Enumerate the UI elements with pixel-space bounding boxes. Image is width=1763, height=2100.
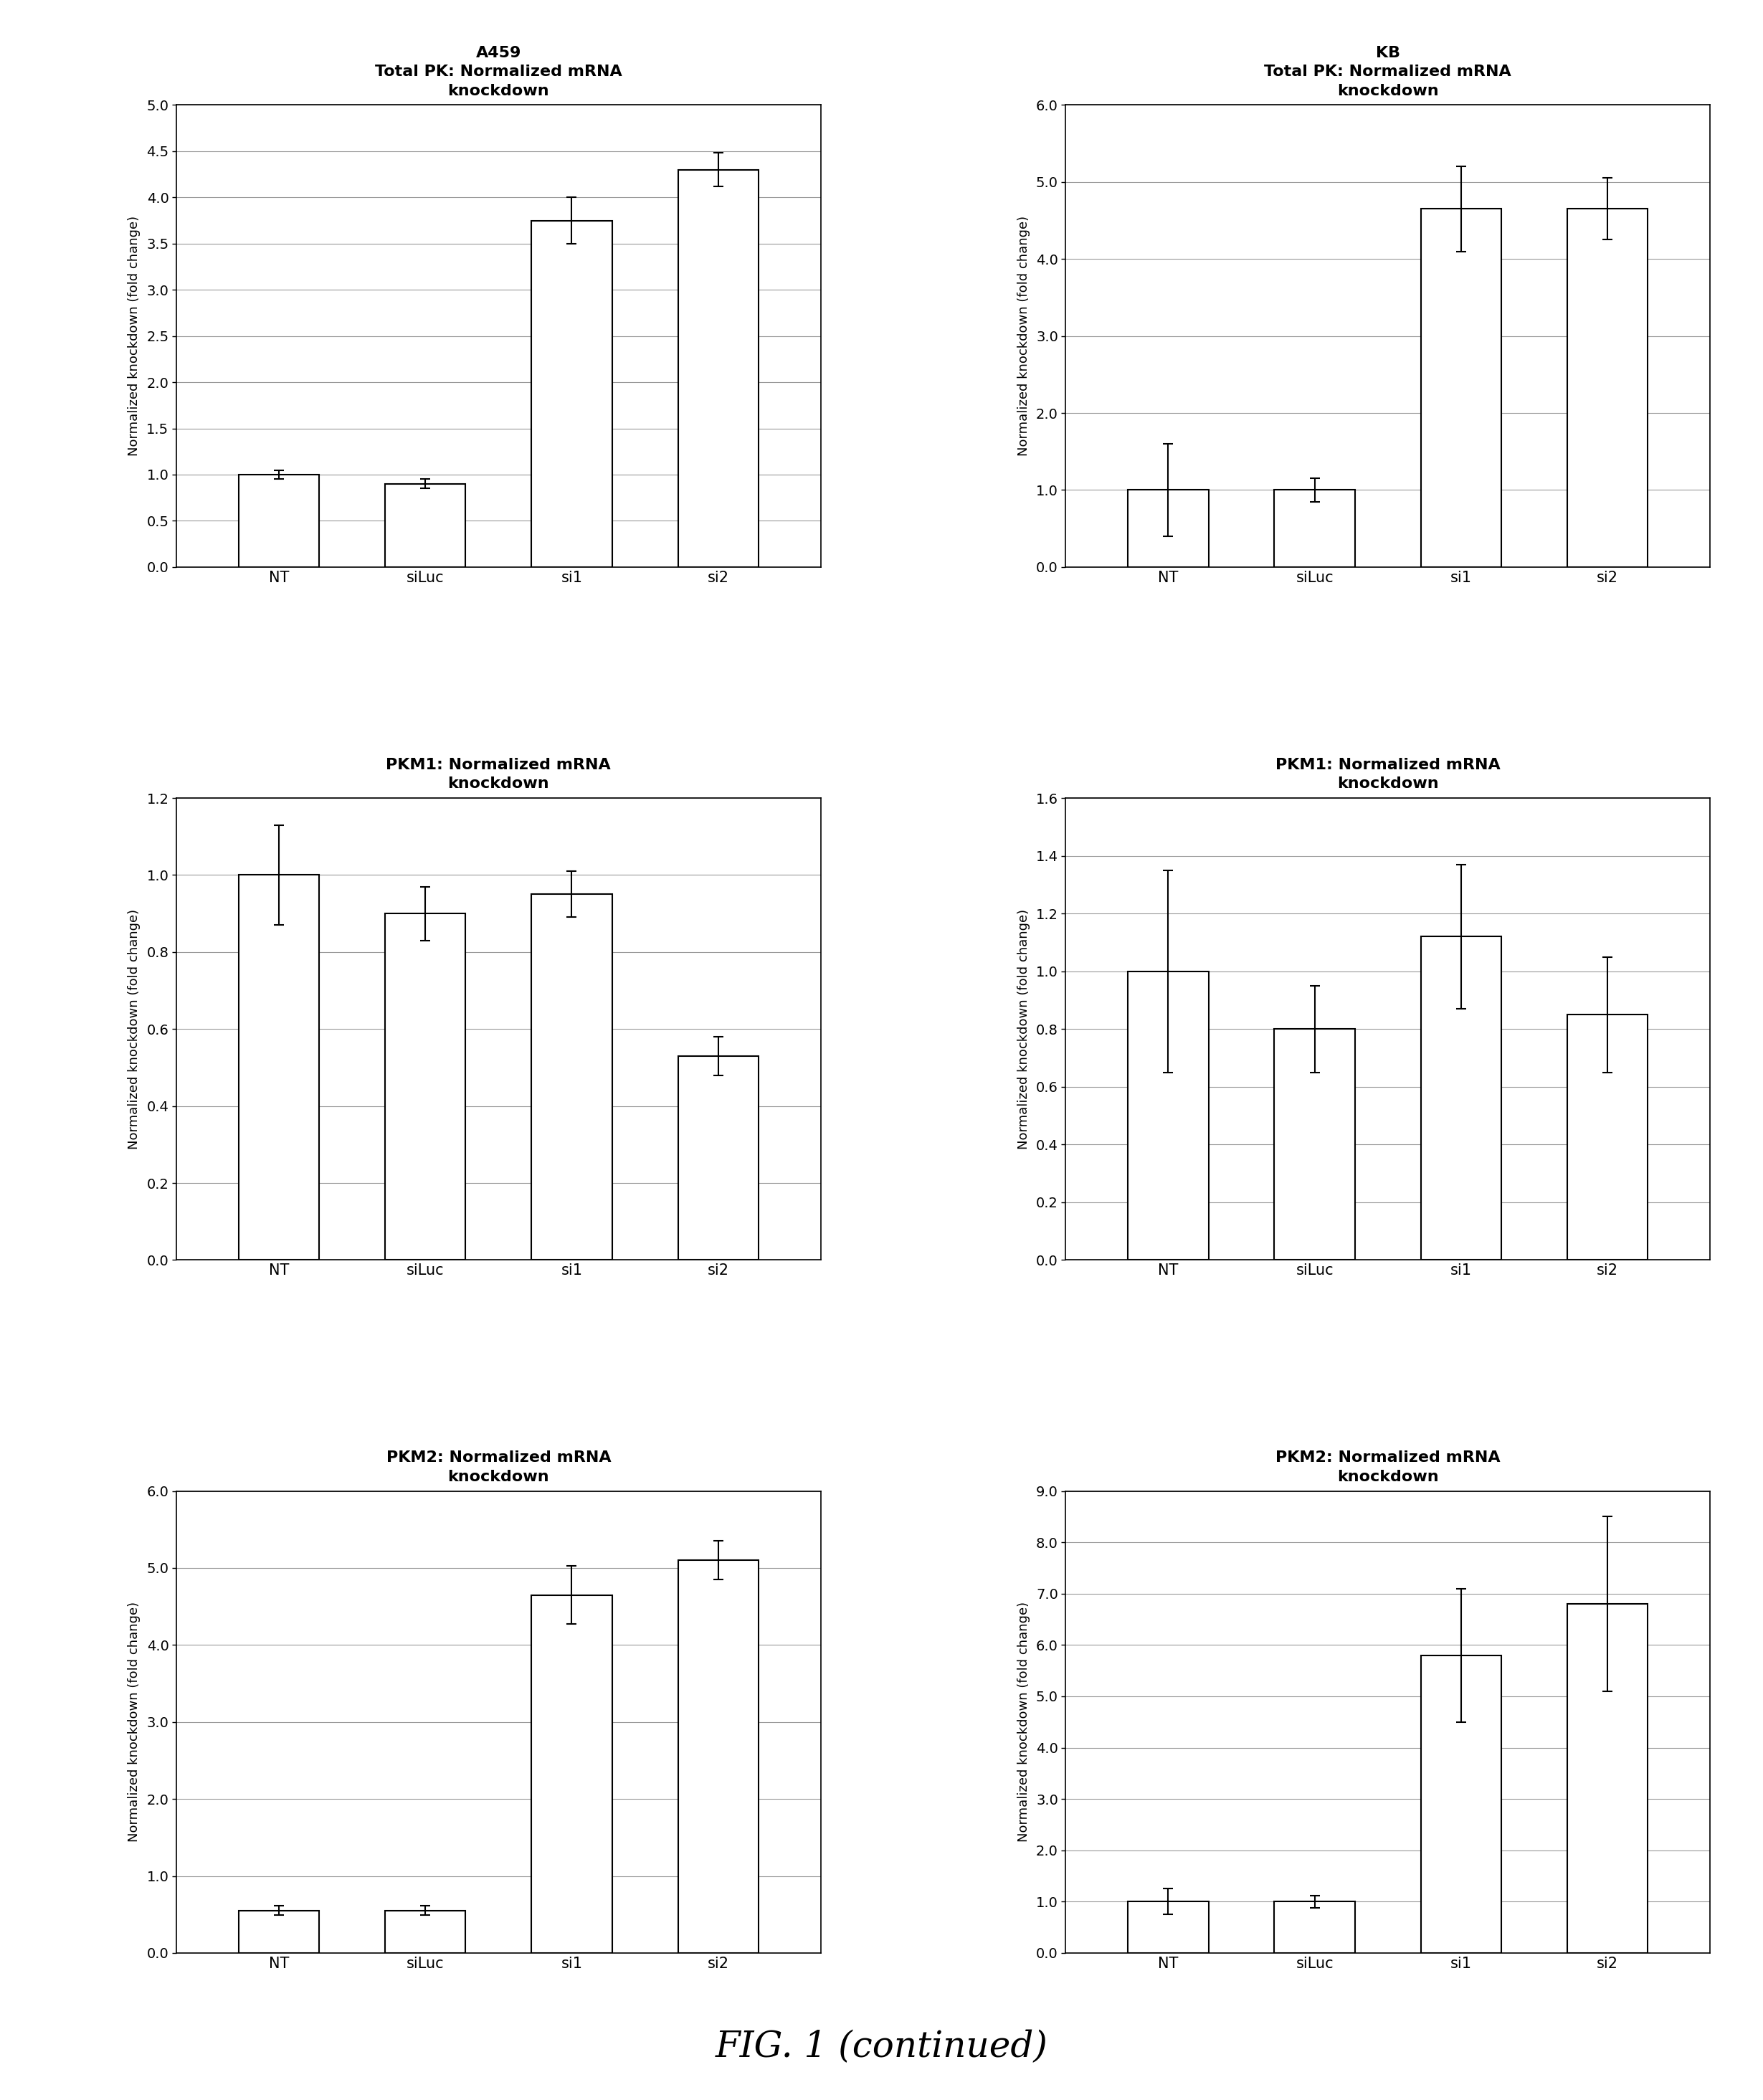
Title: A459
Total PK: Normalized mRNA
knockdown: A459 Total PK: Normalized mRNA knockdown — [376, 46, 622, 99]
Y-axis label: Normalized knockdown (fold change): Normalized knockdown (fold change) — [1017, 909, 1030, 1149]
Bar — [531, 221, 612, 567]
Bar — [384, 1911, 465, 1953]
Y-axis label: Normalized knockdown (fold change): Normalized knockdown (fold change) — [127, 909, 141, 1149]
Title: KB
Total PK: Normalized mRNA
knockdown: KB Total PK: Normalized mRNA knockdown — [1264, 46, 1511, 99]
Bar — [1421, 1655, 1502, 1953]
Title: PKM2: Normalized mRNA
knockdown: PKM2: Normalized mRNA knockdown — [386, 1451, 612, 1485]
Bar — [1128, 1903, 1208, 1953]
Bar — [531, 1596, 612, 1953]
Bar — [238, 1911, 319, 1953]
Y-axis label: Normalized knockdown (fold change): Normalized knockdown (fold change) — [1017, 216, 1030, 456]
Bar — [384, 483, 465, 567]
Bar — [531, 895, 612, 1260]
Bar — [1128, 970, 1208, 1260]
Y-axis label: Normalized knockdown (fold change): Normalized knockdown (fold change) — [127, 216, 141, 456]
Bar — [238, 475, 319, 567]
Text: FIG. 1 (continued): FIG. 1 (continued) — [716, 2031, 1047, 2064]
Title: PKM1: Normalized mRNA
knockdown: PKM1: Normalized mRNA knockdown — [1275, 758, 1500, 792]
Bar — [1421, 937, 1502, 1260]
Title: PKM2: Normalized mRNA
knockdown: PKM2: Normalized mRNA knockdown — [1275, 1451, 1500, 1485]
Bar — [238, 876, 319, 1260]
Bar — [679, 1056, 758, 1260]
Bar — [1567, 1014, 1648, 1260]
Bar — [1128, 489, 1208, 567]
Bar — [679, 1560, 758, 1953]
Bar — [679, 170, 758, 567]
Title: PKM1: Normalized mRNA
knockdown: PKM1: Normalized mRNA knockdown — [386, 758, 612, 792]
Bar — [1275, 489, 1356, 567]
Bar — [1275, 1029, 1356, 1260]
Bar — [384, 914, 465, 1260]
Bar — [1275, 1903, 1356, 1953]
Bar — [1421, 210, 1502, 567]
Bar — [1567, 210, 1648, 567]
Bar — [1567, 1604, 1648, 1953]
Y-axis label: Normalized knockdown (fold change): Normalized knockdown (fold change) — [127, 1602, 141, 1842]
Y-axis label: Normalized knockdown (fold change): Normalized knockdown (fold change) — [1017, 1602, 1030, 1842]
